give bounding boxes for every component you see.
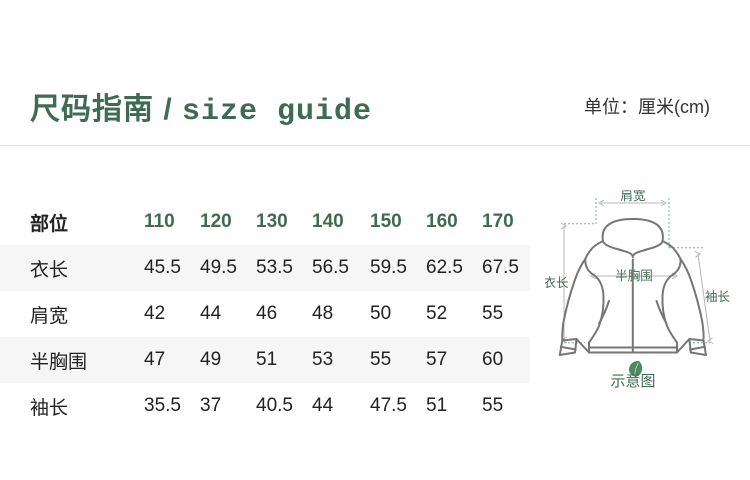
svg-text:半胸围: 半胸围 [615, 268, 653, 283]
svg-text:示意图: 示意图 [610, 372, 655, 390]
svg-text:袖长: 袖长 [705, 289, 731, 304]
svg-text:肩宽: 肩宽 [620, 190, 645, 203]
svg-text:衣长: 衣长 [545, 275, 569, 290]
